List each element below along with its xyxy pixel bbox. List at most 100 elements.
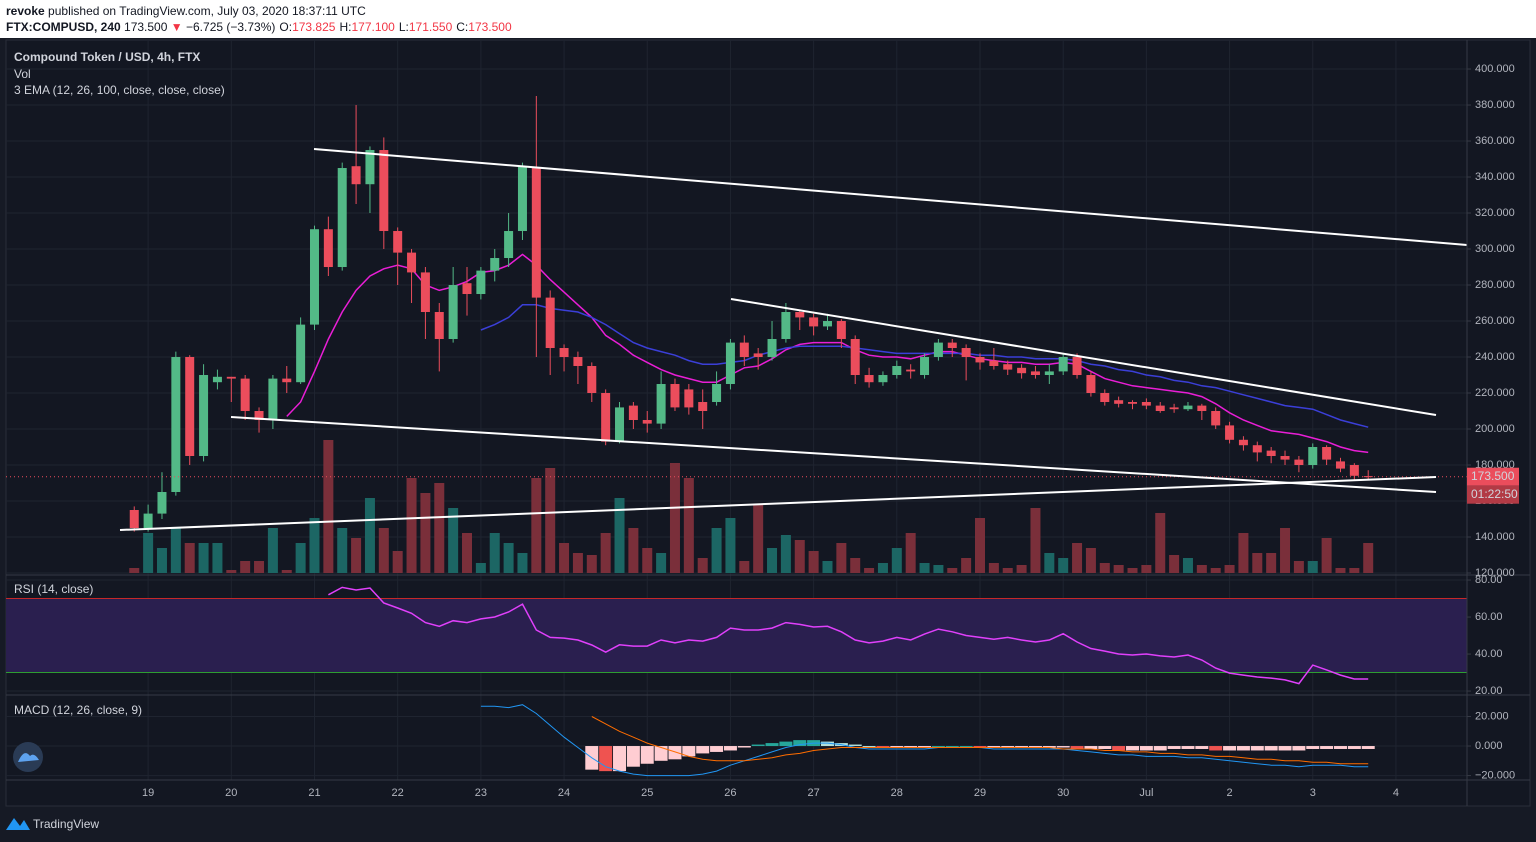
volume-bar: [656, 553, 667, 573]
x-tick-label: 23: [475, 787, 487, 799]
y-tick-label: 280.000: [1475, 279, 1515, 291]
volume-bar: [1252, 553, 1263, 573]
candle-body: [226, 376, 236, 379]
candle-body: [601, 393, 611, 442]
candle-body: [323, 229, 333, 268]
candle-body: [1322, 447, 1332, 460]
histogram-bar: [793, 740, 807, 747]
volume-bar: [836, 543, 847, 573]
volume-bar: [503, 543, 514, 573]
volume-bar: [1169, 555, 1180, 573]
volume-bar: [309, 518, 320, 573]
x-tick-label: 30: [1057, 787, 1069, 799]
candle-body: [517, 166, 527, 232]
histogram-bar: [1126, 746, 1140, 751]
x-tick-label: 21: [308, 787, 320, 799]
candle-body: [490, 258, 500, 271]
histogram-bar: [1347, 746, 1361, 749]
candle-body: [1363, 476, 1373, 478]
candle-body: [878, 375, 888, 383]
candle-body: [407, 252, 417, 273]
countdown-box: [1467, 485, 1519, 504]
candle-body: [573, 357, 583, 367]
volume-bar: [947, 568, 958, 573]
histogram-bar: [1236, 746, 1250, 751]
candle-body: [906, 369, 916, 372]
volume-bar: [267, 528, 278, 573]
volume-bar: [642, 548, 653, 573]
histogram-bar: [654, 746, 668, 761]
ohlc-key: O:: [279, 20, 292, 34]
histogram-bar: [1181, 746, 1195, 749]
candle-body: [545, 297, 555, 349]
volume-bar: [975, 518, 985, 573]
volume-bar: [1085, 548, 1096, 573]
y-tick-label: 320.000: [1475, 207, 1515, 219]
candle-body: [850, 339, 860, 376]
histogram-bar: [1264, 746, 1278, 751]
candle-body: [975, 357, 985, 363]
candle-body: [767, 339, 777, 358]
histogram-bar: [1139, 746, 1153, 751]
trendline: [313, 148, 1468, 246]
candle-body: [1225, 425, 1235, 440]
volume-bar: [1099, 563, 1110, 573]
volume-bar: [434, 483, 445, 573]
histogram-bar: [987, 746, 1001, 748]
candle-body: [240, 378, 250, 412]
volume-bar: [1210, 568, 1221, 573]
histogram-bar: [1153, 746, 1167, 751]
candle-body: [781, 312, 791, 340]
chart-title: Compound Token / USD, 4h, FTX: [14, 50, 200, 64]
volume-bar: [767, 548, 778, 573]
volume-bar: [697, 558, 708, 573]
histogram-bar: [1278, 746, 1292, 751]
candle-body: [587, 366, 597, 394]
candle-body: [1044, 371, 1054, 376]
histogram-bar: [1042, 746, 1056, 748]
candle-body: [199, 375, 209, 457]
x-tick-label: 25: [641, 787, 653, 799]
arrow: ▼: [171, 20, 183, 34]
volume-bar: [711, 528, 722, 573]
x-tick-label: 27: [807, 787, 819, 799]
ohlc-key: L:: [399, 20, 409, 34]
volume-label: Vol: [14, 67, 31, 81]
trendline: [119, 476, 1437, 531]
y-tick-label: 240.000: [1475, 351, 1515, 363]
x-tick-label: 22: [392, 787, 404, 799]
candle-body: [1086, 375, 1096, 394]
volume-bar: [240, 561, 251, 573]
volume-bar: [850, 558, 861, 573]
candle-body: [157, 492, 167, 514]
volume-bar: [1141, 565, 1152, 573]
candle-body: [420, 272, 430, 313]
symbol-line: FTX:COMPUSD, 240 173.500 ▼ −6.725 (−3.73…: [6, 20, 512, 34]
histogram-bar: [640, 746, 654, 764]
candle-body: [143, 513, 153, 529]
candle-body: [892, 366, 902, 376]
y-tick-label: 380.000: [1475, 99, 1515, 111]
volume-bar: [683, 478, 694, 573]
volume-bar: [156, 548, 167, 573]
marks-layer: [6, 96, 1467, 777]
indicator-line: [480, 304, 1369, 428]
candle-body: [212, 376, 222, 383]
y-tick-label: 400.000: [1475, 63, 1515, 75]
candle-body: [809, 317, 819, 327]
volume-bar: [420, 493, 431, 573]
volume-bar: [1113, 565, 1124, 573]
volume-bar: [669, 463, 680, 573]
candle-body: [1169, 407, 1179, 410]
candle-body: [961, 348, 971, 358]
volume-bar: [406, 478, 417, 573]
histogram-bar: [1056, 746, 1070, 748]
candle-body: [1003, 364, 1013, 370]
y-tick-label: 0.000: [1475, 740, 1503, 752]
volume-bar: [1002, 568, 1013, 573]
histogram-bar: [696, 746, 710, 754]
histogram-bar: [1098, 746, 1112, 749]
indicator-line: [328, 586, 1369, 685]
histogram-bar: [945, 746, 959, 748]
